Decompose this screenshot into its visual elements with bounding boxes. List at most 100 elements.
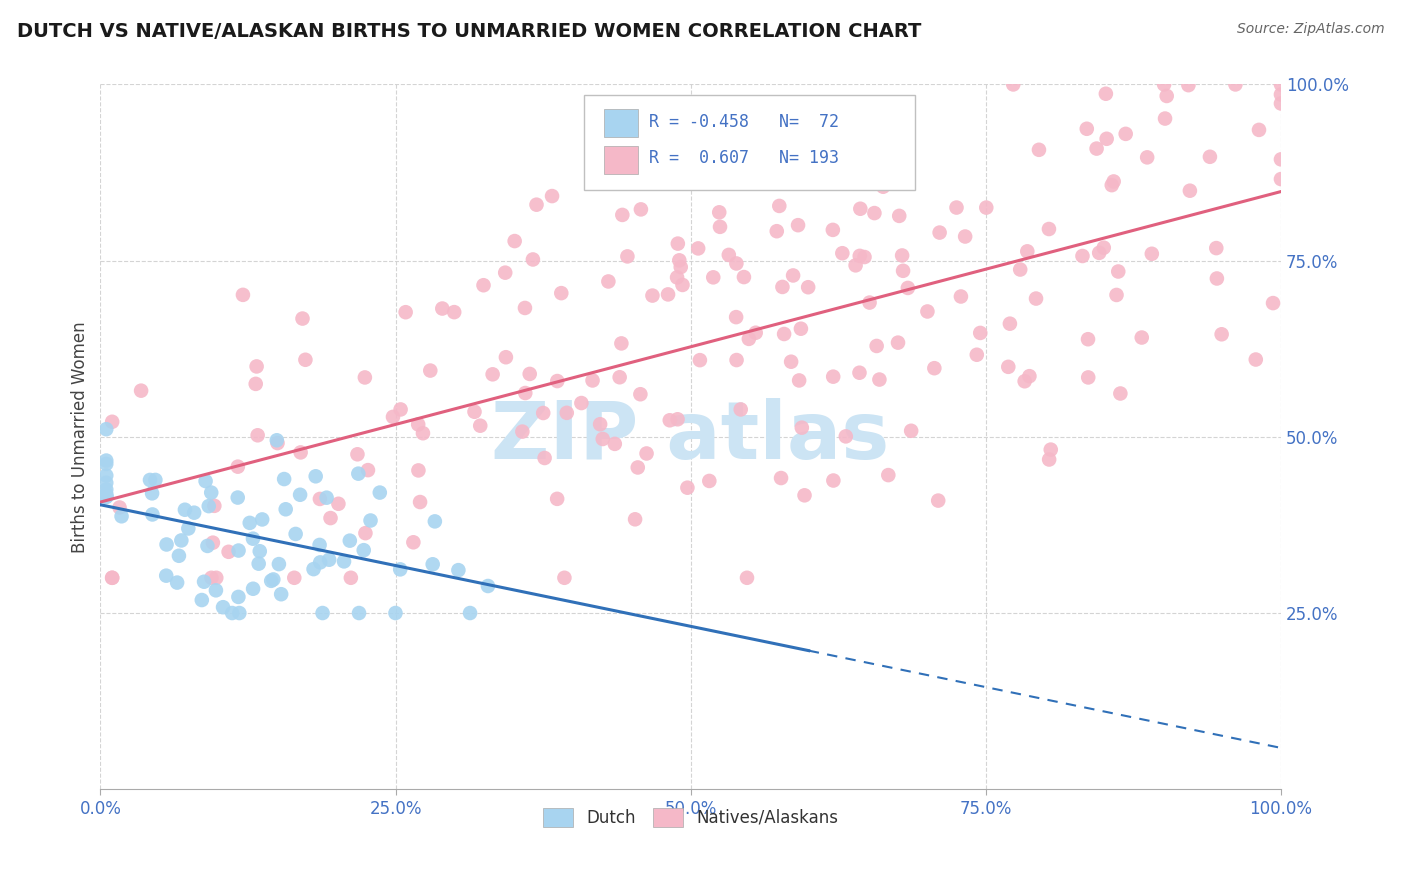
Point	[612, 208, 634, 222]
Point	[1010, 262, 1032, 277]
Text: DUTCH VS NATIVE/ALASKAN BIRTHS TO UNMARRIED WOMEN CORRELATION CHART: DUTCH VS NATIVE/ALASKAN BIRTHS TO UNMARR…	[17, 22, 921, 41]
Point	[218, 545, 240, 559]
Point	[1025, 292, 1047, 306]
Point	[108, 500, 131, 515]
Point	[589, 417, 612, 432]
Point	[735, 571, 758, 585]
Point	[346, 447, 368, 461]
Point	[1154, 112, 1177, 126]
Point	[676, 481, 699, 495]
Point	[274, 502, 297, 516]
Point	[1205, 271, 1227, 285]
Point	[730, 402, 752, 417]
Point	[389, 402, 412, 417]
Point	[1261, 296, 1284, 310]
Point	[101, 415, 124, 429]
Point	[328, 497, 350, 511]
Point	[787, 374, 810, 388]
Point	[688, 241, 710, 255]
Point	[702, 270, 724, 285]
Point	[969, 326, 991, 340]
Point	[966, 348, 988, 362]
Point	[305, 469, 328, 483]
Point	[1270, 172, 1292, 186]
Point	[770, 471, 793, 485]
Point	[609, 370, 631, 384]
Point	[205, 571, 228, 585]
Point	[636, 446, 658, 460]
Point	[1077, 332, 1099, 346]
Point	[302, 562, 325, 576]
Point	[232, 288, 254, 302]
Point	[246, 428, 269, 442]
Point	[1014, 374, 1036, 388]
Point	[226, 459, 249, 474]
Point	[266, 436, 288, 450]
Point	[1270, 78, 1292, 92]
Point	[603, 437, 626, 451]
Point	[891, 264, 914, 278]
Point	[183, 506, 205, 520]
Point	[167, 549, 190, 563]
Point	[309, 555, 332, 569]
Point	[780, 355, 803, 369]
Point	[877, 468, 900, 483]
Point	[863, 206, 886, 220]
Point	[853, 250, 876, 264]
Point	[309, 491, 332, 506]
Point	[339, 533, 361, 548]
Point	[201, 535, 224, 549]
Point	[1028, 143, 1050, 157]
Point	[848, 366, 870, 380]
Point	[725, 353, 748, 368]
Point	[657, 287, 679, 301]
Point	[945, 201, 967, 215]
Point	[1101, 178, 1123, 193]
Point	[1225, 78, 1247, 92]
Point	[1109, 386, 1132, 401]
Point	[443, 305, 465, 319]
Point	[1153, 78, 1175, 92]
Point	[96, 490, 118, 504]
Point	[666, 236, 689, 251]
Point	[533, 450, 555, 465]
Point	[668, 253, 690, 268]
Point	[658, 413, 681, 427]
Point	[246, 359, 269, 374]
Point	[790, 420, 813, 434]
Point	[347, 467, 370, 481]
Point	[949, 289, 972, 303]
Point	[288, 488, 311, 502]
Point	[242, 532, 264, 546]
Point	[790, 322, 813, 336]
Text: R =  0.607   N= 193: R = 0.607 N= 193	[650, 150, 839, 168]
Point	[513, 301, 536, 315]
Point	[267, 557, 290, 571]
Point	[384, 606, 406, 620]
Point	[1270, 87, 1292, 102]
Point	[868, 373, 890, 387]
Point	[340, 571, 363, 585]
Point	[610, 336, 633, 351]
Point	[412, 426, 434, 441]
Point	[666, 412, 689, 426]
Point	[291, 311, 314, 326]
Point	[598, 275, 620, 289]
Point	[197, 499, 219, 513]
Point	[408, 463, 430, 477]
Point	[531, 406, 554, 420]
Point	[447, 563, 470, 577]
Point	[924, 361, 946, 376]
Point	[546, 374, 568, 388]
Point	[845, 258, 868, 272]
Point	[1092, 241, 1115, 255]
Point	[432, 301, 454, 316]
Y-axis label: Births to Unmarried Women: Births to Unmarried Women	[72, 321, 89, 553]
Point	[212, 600, 235, 615]
Point	[849, 202, 872, 216]
Point	[1077, 370, 1099, 384]
Point	[290, 445, 312, 459]
Point	[382, 409, 405, 424]
Point	[250, 512, 273, 526]
Point	[768, 199, 790, 213]
